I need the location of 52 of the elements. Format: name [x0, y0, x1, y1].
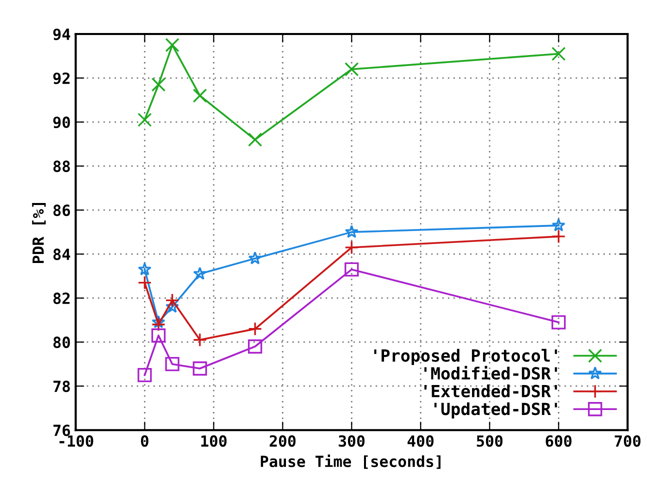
point [344, 262, 359, 277]
point [344, 224, 358, 238]
point [344, 62, 359, 76]
point [248, 322, 262, 336]
point [193, 266, 207, 280]
point [344, 240, 359, 255]
y-tick-label: 94 [53, 28, 70, 40]
point [138, 262, 152, 276]
y-tick-label: 90 [53, 116, 70, 128]
y-tick-label: 92 [53, 72, 70, 84]
point [248, 339, 262, 354]
point [138, 368, 152, 382]
point [192, 88, 207, 103]
y-tick-label: 88 [53, 160, 70, 172]
x-tick-label: 100 [201, 435, 227, 447]
point [151, 317, 166, 332]
point [151, 328, 166, 343]
x-tick-label: 200 [270, 435, 296, 447]
point [138, 112, 152, 127]
point [165, 357, 180, 372]
point [552, 315, 566, 330]
point [138, 276, 152, 290]
y-tick-label: 86 [53, 204, 70, 216]
x-tick-label: 0 [141, 435, 148, 447]
point [552, 46, 566, 61]
x-tick-label: 300 [338, 435, 365, 447]
x-tick-label: 700 [614, 435, 640, 447]
y-tick-label: 80 [53, 336, 70, 348]
y-tick-label: 82 [53, 292, 70, 304]
legend-label: 'Updated-DSR' [434, 402, 557, 418]
y-tick-label: 84 [53, 248, 70, 260]
point [552, 229, 566, 244]
point [192, 361, 207, 376]
x-axis-title: Pause Time [seconds] [260, 454, 440, 469]
point [152, 315, 166, 328]
x-tick-label: 400 [408, 435, 434, 447]
point [248, 251, 262, 264]
legend-label: 'Modified-DSR' [424, 366, 557, 380]
point [165, 38, 180, 52]
y-axis-title: PDR [%] [32, 203, 46, 264]
point [248, 132, 262, 147]
point [165, 293, 180, 308]
x-tick-label: 500 [476, 435, 502, 447]
point [151, 78, 166, 92]
legend-label: 'Proposed Protocol' [374, 348, 557, 366]
point [192, 332, 207, 347]
legend-label: 'Extended-DSR' [424, 384, 557, 398]
x-tick-label: -100 [60, 435, 94, 447]
y-tick-label: 78 [53, 380, 70, 392]
point [552, 218, 566, 232]
y-tick-label: 76 [53, 424, 70, 436]
x-tick-label: 600 [546, 435, 572, 447]
